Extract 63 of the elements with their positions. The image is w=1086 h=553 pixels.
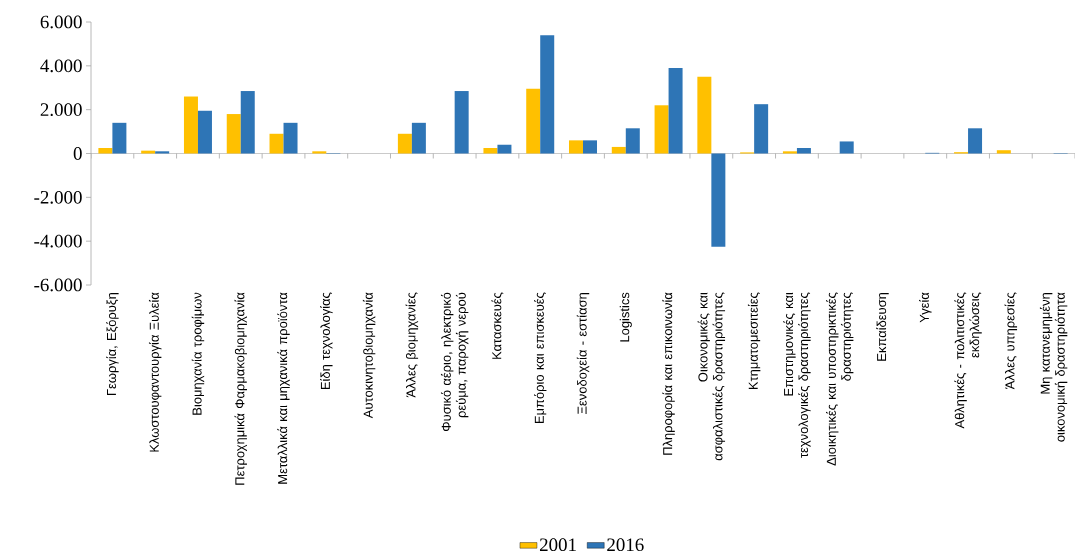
bar — [454, 91, 469, 154]
bar — [98, 148, 113, 154]
x-tick-label: Άλλες βιομηχανίες — [405, 292, 419, 398]
bar — [782, 151, 797, 154]
x-tick-label: Πληροφορία και επικοινωνία — [662, 292, 675, 455]
bar — [839, 141, 854, 154]
bar — [269, 133, 284, 154]
bar — [996, 150, 1011, 154]
y-tick-label: 6.000 — [40, 15, 82, 29]
x-tick-label: Εμπόριο και επισκευές — [533, 292, 547, 424]
bar — [411, 122, 426, 154]
y-tick-label: 2.000 — [40, 103, 82, 117]
bar — [654, 105, 669, 154]
x-tick-label: Φυσικό αέριο, ηλεκτρικό ρεύμα, παροχή νερού — [440, 292, 469, 432]
x-tick-label: Αθλητικές - πολιτιστικές εκδηλώσεις — [954, 292, 982, 429]
bar — [155, 151, 170, 154]
bar — [197, 110, 212, 154]
y-tick-label: -6.000 — [34, 278, 82, 292]
bar — [397, 133, 412, 154]
bar — [569, 140, 584, 154]
bar — [796, 148, 811, 154]
bar — [283, 122, 298, 154]
x-tick-label: Βιομηχανία τροφίμων — [191, 292, 205, 415]
bar — [711, 153, 726, 247]
x-tick-label: Αυτοκινητοβιομηχανία — [362, 292, 376, 419]
y-tick-label: 4.000 — [40, 59, 82, 73]
x-tick-label: Κλωστουφαντουργία Ξυλεία — [148, 292, 162, 452]
bar — [112, 122, 127, 154]
x-tick-label: Πετροχημικά Φαρμακοβιομηχανία — [234, 292, 247, 485]
bar — [540, 35, 555, 154]
x-tick-label: Κτηματομεσιτείες — [747, 292, 761, 390]
x-tick-label: Ξενοδοχεία - εστίαση — [576, 293, 590, 414]
x-tick-label: Επιστημονικές και τεχνολογικές δραστηριότητες — [783, 292, 811, 458]
bar — [611, 146, 626, 154]
bar — [754, 104, 769, 154]
legend-label: 2016 — [607, 538, 644, 552]
bar — [240, 91, 255, 154]
x-tick-label: Είδη τεχνολογίας — [320, 292, 333, 390]
y-tick-label: -2.000 — [34, 190, 82, 204]
x-tick-label: Logistics — [619, 292, 632, 342]
bar — [697, 76, 712, 154]
x-tick-label: Εκπαίδευση — [876, 293, 889, 361]
bar — [141, 150, 156, 154]
x-tick-label: Οικονομικές και ασφαλιστικές δραστηριότητες — [697, 292, 726, 461]
bar — [312, 151, 327, 154]
x-tick-label: Γεωργία, Εξόρυξη — [106, 293, 119, 396]
bar — [668, 68, 683, 154]
bar — [483, 148, 498, 154]
bar — [968, 128, 983, 154]
x-tick-label: Μη κατανεμημένη οικονομική δραστηριότητα — [1039, 292, 1068, 442]
x-tick-label: Μεταλλικά και μηχανικά προϊόντα — [277, 292, 290, 484]
x-tick-label: Υγεία — [919, 292, 932, 323]
bar — [183, 96, 198, 154]
bar — [226, 114, 241, 154]
y-tick-label: -4.000 — [34, 234, 82, 248]
bar — [526, 88, 541, 154]
bar — [625, 128, 640, 154]
bar — [497, 144, 512, 154]
x-tick-label: Κατασκευές — [491, 292, 504, 359]
y-tick-label: 0 — [73, 147, 82, 160]
legend-label: 2001 — [539, 538, 576, 552]
bar — [583, 140, 598, 154]
x-tick-label: Άλλες υπηρεσίες — [1004, 292, 1018, 390]
